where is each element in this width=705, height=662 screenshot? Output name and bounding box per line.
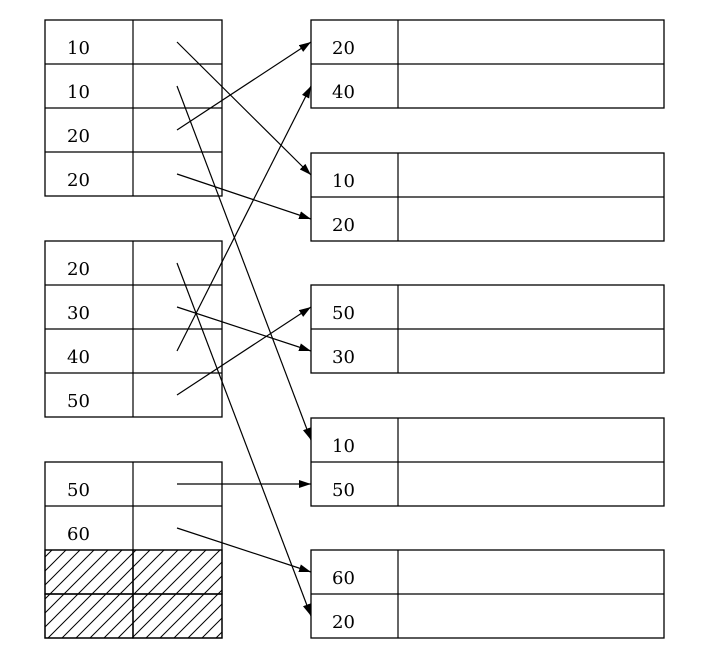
record-key: 10 [67, 82, 90, 103]
record-key: 20 [67, 170, 90, 191]
arrow [176, 262, 312, 617]
arrow [176, 306, 312, 352]
arrow [176, 41, 312, 176]
record-key: 50 [332, 480, 355, 501]
record-key: 60 [67, 524, 90, 545]
empty-slot [132, 593, 223, 639]
record-key: 10 [332, 171, 355, 192]
arrow [176, 306, 312, 396]
record-key: 40 [67, 347, 90, 368]
right-bucket-4: 10 50 [310, 417, 665, 507]
record-key: 20 [67, 259, 90, 280]
record-key: 60 [332, 568, 355, 589]
right-bucket-1: 20 40 [310, 19, 665, 109]
record-key: 20 [332, 612, 355, 633]
record-key: 30 [332, 347, 355, 368]
record-key: 50 [332, 303, 355, 324]
right-bucket-3: 50 30 [310, 284, 665, 374]
right-bucket-5: 60 20 [310, 549, 665, 639]
record-key: 10 [67, 38, 90, 59]
right-bucket-2: 10 20 [310, 152, 665, 242]
left-bucket-2: 20 30 40 50 [44, 240, 223, 418]
arrow [176, 173, 312, 220]
arrow [176, 85, 312, 352]
record-key: 30 [67, 303, 90, 324]
left-bucket-3: 50 60 [44, 461, 223, 639]
record-key: 40 [332, 82, 355, 103]
left-bucket-1: 10 10 20 20 [44, 19, 223, 197]
record-key: 20 [332, 38, 355, 59]
record-key: 10 [332, 436, 355, 457]
empty-slot [44, 549, 134, 595]
arrow [176, 41, 312, 131]
record-key: 50 [67, 480, 90, 501]
empty-slot [132, 549, 223, 595]
arrows [176, 41, 312, 617]
arrow [176, 527, 312, 573]
empty-slot [44, 593, 134, 639]
arrow [176, 85, 312, 441]
record-key: 50 [67, 391, 90, 412]
record-key: 20 [67, 126, 90, 147]
record-key: 20 [332, 215, 355, 236]
